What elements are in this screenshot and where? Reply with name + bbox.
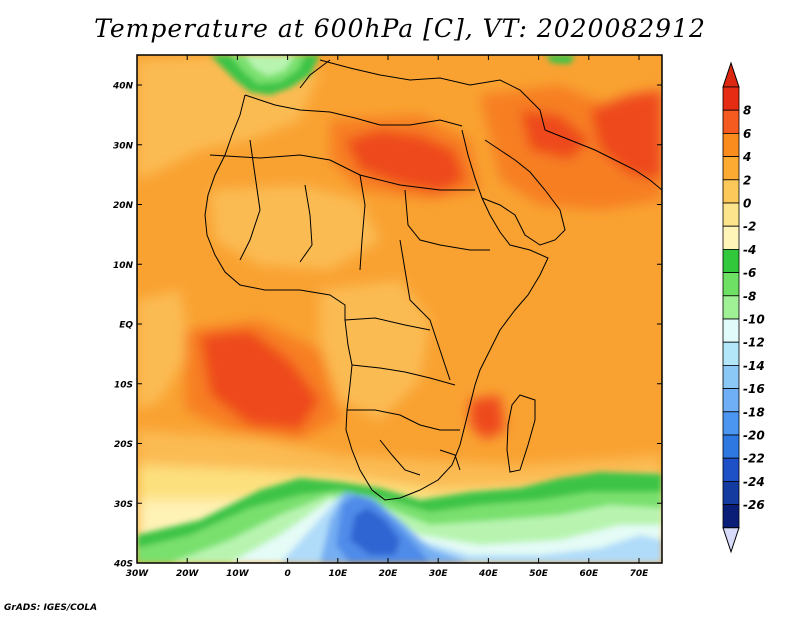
lon-tick-label: 60E [579, 569, 599, 579]
lat-tick-label: 40N [112, 82, 134, 92]
lon-tick-label: 70E [630, 569, 650, 579]
map-frame [136, 54, 663, 564]
temperature-field [137, 55, 662, 563]
colorbar-label: -26 [743, 498, 765, 512]
coastlines [204, 59, 662, 501]
colorbar-label: -12 [743, 336, 765, 350]
colorbar-label: -24 [743, 475, 765, 489]
colorbar: 8 6 4 2 0 -2 -4 -6 -8 -10 -12 -14 -16 -18 -20 -22 -24 -26 [722, 61, 765, 554]
colorbar-label: -10 [743, 313, 765, 327]
lat-tick-label: 40S [113, 560, 133, 570]
colorbar-box [722, 504, 740, 529]
lon-tick-label: 40E [478, 569, 499, 579]
colorbar-box [722, 109, 740, 134]
colorbar-box [722, 156, 740, 181]
colorbar-box [722, 364, 740, 389]
latitude-axis: 40N 30N 20N 10N EQ 10S 20S 30S 40S [112, 82, 662, 570]
colorbar-label: 4 [742, 150, 751, 164]
colorbar-label: -8 [743, 289, 756, 303]
lat-tick-label: 30S [114, 500, 133, 510]
lon-tick-label: 30W [126, 569, 150, 579]
lat-tick-label: 10N [113, 261, 134, 271]
colorbar-top-triangle [722, 61, 740, 88]
colorbar-box [722, 480, 740, 505]
colorbar-label: -6 [743, 266, 756, 280]
colorbar-box [722, 179, 740, 204]
colorbar-box [722, 202, 740, 227]
lat-tick-label: 30N [113, 141, 134, 151]
lon-tick-label: 10E [328, 569, 348, 579]
colorbar-box [722, 132, 740, 157]
colorbar-box [722, 86, 740, 111]
colorbar-box [722, 341, 740, 366]
colorbar-label: -18 [743, 405, 765, 419]
colorbar-label: -2 [743, 220, 756, 234]
colorbar-label: -4 [743, 243, 756, 257]
colorbar-label: -14 [743, 359, 765, 373]
colorbar-box [722, 225, 740, 250]
colorbar-label: -22 [743, 452, 765, 466]
colorbar-box [722, 295, 740, 320]
lat-tick-label: EQ [119, 321, 133, 331]
colorbar-box [722, 388, 740, 413]
colorbar-label: 8 [743, 104, 751, 118]
colorbar-label: 6 [743, 127, 751, 141]
lon-tick-label: 0 [284, 569, 290, 579]
colorbar-box [722, 434, 740, 459]
lon-tick-label: 30E [429, 569, 449, 579]
lon-tick-label: 10W [226, 569, 250, 579]
colorbar-label: 0 [743, 197, 751, 211]
lon-tick-label: 50E [529, 569, 549, 579]
colorbar-box [722, 411, 740, 436]
colorbar-box [722, 457, 740, 482]
map-title: Temperature at 600hPa [C], VT: 202008291… [94, 14, 706, 43]
colorbar-label: -20 [743, 429, 765, 443]
lat-tick-label: 20N [113, 201, 134, 211]
lat-tick-label: 10S [114, 380, 133, 390]
lon-tick-label: 20E [379, 569, 399, 579]
longitude-axis: 30W 20W 10W 0 10E 20E 30E 40E 50E 60E 70E [126, 55, 649, 579]
footer-credit: GrADS: IGES/COLA [4, 603, 98, 613]
colorbar-box [722, 272, 740, 297]
colorbar-label: 2 [743, 173, 751, 187]
lon-tick-label: 20W [176, 569, 200, 579]
colorbar-label: -16 [743, 382, 765, 396]
lat-tick-label: 20S [114, 440, 133, 450]
colorbar-box [722, 318, 740, 343]
colorbar-bottom-triangle [722, 527, 740, 554]
colorbar-box [722, 248, 740, 273]
